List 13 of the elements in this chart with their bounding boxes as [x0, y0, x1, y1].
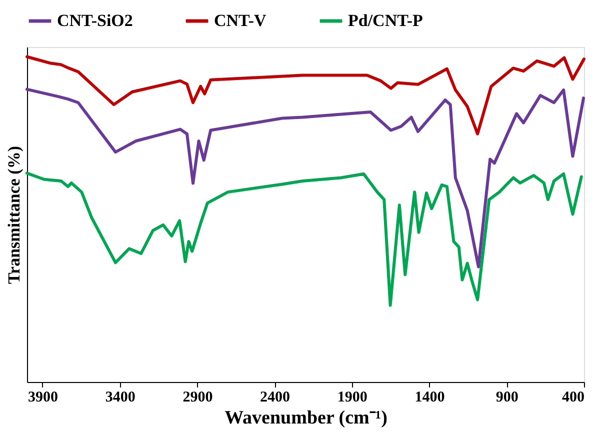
y-axis-title: Transmittance (%)	[4, 146, 24, 284]
x-tick-label: 900	[496, 390, 518, 406]
legend-label: Pd/CNT-P	[348, 11, 423, 30]
legend-label: CNT-SiO2	[57, 11, 133, 30]
x-tick-label: 1400	[414, 390, 445, 406]
x-tick-label: 2400	[260, 390, 290, 406]
x-tick-label: 3900	[28, 390, 58, 406]
legend-label: CNT-V	[214, 11, 267, 30]
x-tick-label: 3400	[105, 390, 136, 406]
x-tick-label: 2900	[182, 390, 213, 406]
x-tick-label: 1900	[337, 390, 368, 406]
x-tick-label: 400	[562, 390, 584, 406]
x-axis-title: Wavenumber (cm⁻¹)	[224, 408, 388, 428]
